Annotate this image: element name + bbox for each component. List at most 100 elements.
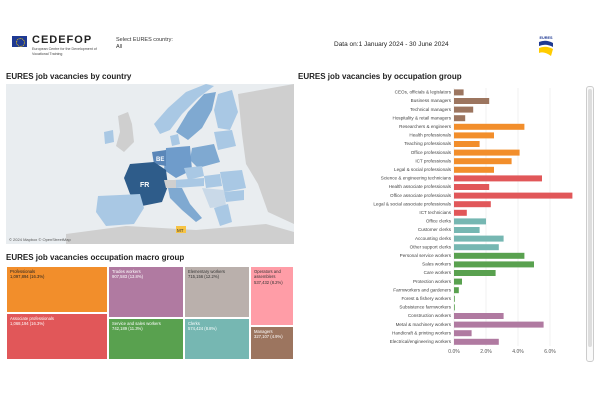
bar-chart-scrollbar[interactable]	[586, 86, 594, 362]
map-country-poland	[190, 144, 220, 168]
bar[interactable]	[454, 287, 459, 294]
country-map[interactable]: BE FR MT © 2024 Mapbox © OpenStreetMap	[6, 84, 294, 244]
treemap-tile-operators-assemblers[interactable]: Operators and assemblers 537,432 (8.2%)	[250, 266, 294, 326]
treemap-tile-value: 907,583 (13.8%)	[112, 274, 143, 280]
map-country-norway	[154, 84, 214, 134]
map-title: EURES job vacancies by country	[6, 72, 132, 81]
map-label-be: BE	[156, 157, 164, 163]
bar[interactable]	[454, 123, 525, 130]
treemap-tile-trades-workers[interactable]: Trades workers 907,583 (13.8%)	[108, 266, 184, 318]
bar-category-label: CEOs, officials & legislators	[395, 90, 452, 95]
treemap-tile-professionals[interactable]: Professionals 1,097,894 (16.3%)	[6, 266, 108, 313]
map-country-hungary	[204, 174, 222, 188]
map-malta-marker[interactable]	[176, 226, 186, 233]
bar-category-label: Legal & social professionals	[394, 167, 452, 172]
treemap-tile-elementary-workers[interactable]: Elementary workers 715,156 (12.2%)	[184, 266, 250, 318]
map-country-czechia	[184, 166, 204, 180]
bar[interactable]	[454, 201, 491, 208]
scrollbar-thumb[interactable]	[588, 89, 592, 347]
treemap-tile-value: 742,189 (11.3%)	[112, 326, 143, 332]
cedefop-logo[interactable]: CEDEFOP European Centre for the Developm…	[12, 34, 112, 64]
bar[interactable]	[454, 270, 496, 276]
bar[interactable]	[454, 244, 499, 251]
bar-category-label: Electrical/engineering workers	[390, 339, 452, 344]
map-country-balkans	[202, 188, 226, 208]
map-label-mt: MT	[177, 228, 184, 233]
bar-category-label: Office professionals	[411, 150, 452, 155]
bar-chart-title: EURES job vacancies by occupation group	[298, 72, 462, 81]
treemap-tile-name: Professionals	[10, 269, 36, 274]
map-country-denmark	[170, 134, 180, 146]
treemap-tile-name: Clerks	[188, 321, 200, 326]
bar[interactable]	[454, 192, 573, 199]
bar[interactable]	[454, 321, 544, 328]
bar-category-label: Farmworkers and gardeners	[393, 287, 451, 292]
map-country-benelux	[152, 150, 166, 166]
bar[interactable]	[454, 115, 466, 122]
bar[interactable]	[454, 313, 504, 319]
bar[interactable]	[454, 158, 512, 165]
bar-category-label: Teaching professionals	[404, 141, 451, 146]
treemap-tile-value: 1,097,894 (16.3%)	[10, 274, 45, 280]
bar-category-label: Subsistence farmworkers	[399, 305, 451, 310]
treemap-tile-clerks[interactable]: Clerks 574,424 (8.8%)	[184, 318, 250, 360]
bar[interactable]	[454, 106, 474, 113]
bar-category-label: ICT technicians	[419, 210, 451, 215]
bar-category-label: Sales workers	[422, 262, 452, 267]
treemap-tile-managers[interactable]: Managers 327,107 (4.9%)	[250, 326, 294, 360]
bar[interactable]	[454, 98, 490, 104]
eures-logo-text: EURES	[539, 36, 553, 40]
treemap-tile-name: Elementary workers	[188, 269, 226, 274]
data-period: Data on:1 January 2024 - 30 June 2024	[334, 41, 449, 48]
bar-category-label: Handicraft & printing workers	[392, 330, 452, 335]
bar[interactable]	[454, 166, 494, 173]
bar[interactable]	[454, 89, 464, 96]
cedefop-wordmark: CEDEFOP	[32, 34, 93, 46]
country-select[interactable]: Select EURES country: All	[116, 37, 173, 51]
bar-category-label: Science & engineering technicians	[381, 176, 452, 181]
bar-category-label: Customer clerks	[418, 227, 452, 232]
occupation-bar-chart: 0.0% 2.0% 4.0% 6.0% CEOs, officials & legisl…	[373, 88, 573, 355]
x-tick-label: 4.0%	[512, 349, 524, 355]
bar[interactable]	[454, 149, 520, 156]
treemap-tile-name: Service and sales workers	[112, 321, 161, 326]
bar[interactable]	[454, 235, 504, 242]
cedefop-tagline: European Centre for the Development of V…	[32, 47, 97, 56]
bar[interactable]	[454, 209, 467, 216]
bar[interactable]	[454, 252, 525, 259]
map-land-east	[238, 84, 294, 224]
bar[interactable]	[454, 227, 480, 233]
bar[interactable]	[454, 338, 499, 345]
bar[interactable]	[454, 295, 455, 302]
bar-category-label: Accounting clerks	[415, 236, 452, 241]
bar[interactable]	[454, 304, 455, 311]
treemap-tile-name: Operators and assemblers	[254, 269, 281, 280]
treemap-tile-name: Associate professionals	[10, 316, 54, 321]
treemap-tile-value: 715,156 (12.2%)	[188, 274, 219, 280]
bar[interactable]	[454, 278, 462, 285]
map-country-italy	[168, 188, 202, 222]
eures-logo[interactable]: EURES	[536, 34, 556, 58]
bar-category-label: Technical managers	[410, 107, 452, 112]
bar-category-label: ICT professionals	[415, 158, 451, 163]
treemap-tile-associate-professionals[interactable]: Associate professionals 1,068,194 (16.3%…	[6, 313, 108, 360]
bar-category-label: Construction workers	[408, 313, 452, 318]
bar[interactable]	[454, 132, 494, 139]
map-svg: BE FR MT	[6, 84, 294, 244]
bar[interactable]	[454, 330, 472, 337]
bar-category-label: Business managers	[411, 98, 452, 103]
treemap-tile-service-sales-workers[interactable]: Service and sales workers 742,189 (11.3%…	[108, 318, 184, 360]
bar[interactable]	[454, 261, 534, 268]
bar-category-label: Health associate professionals	[389, 184, 452, 189]
occupation-treemap: Professionals 1,097,894 (16.3%) Associat…	[6, 266, 294, 360]
bar-category-label: Health professionals	[409, 133, 451, 138]
map-label-fr: FR	[140, 182, 149, 189]
bar[interactable]	[454, 141, 480, 147]
bar[interactable]	[454, 218, 486, 225]
map-credit: © 2024 Mapbox © OpenStreetMap	[9, 237, 71, 242]
bar[interactable]	[454, 175, 542, 182]
map-country-sweden	[176, 92, 216, 140]
bar-category-label: Protection workers	[413, 279, 452, 284]
bar[interactable]	[454, 184, 490, 190]
bar-category-label: Personal service workers	[400, 253, 452, 258]
